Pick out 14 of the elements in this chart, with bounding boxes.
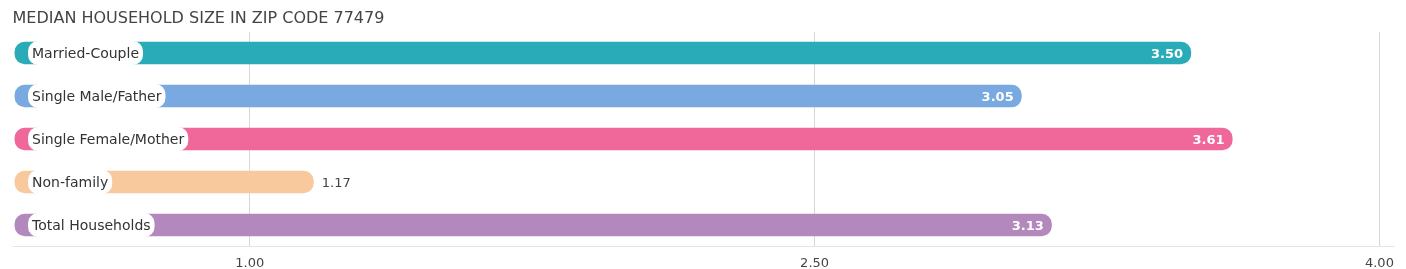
y-tick-label: Single Female/Mother	[32, 131, 185, 147]
y-tick-label: Single Male/Father	[32, 88, 162, 104]
x-tick-label: 2.50	[800, 254, 830, 269]
data-label: 1.17	[321, 174, 351, 190]
y-tick-label: Non-family	[32, 174, 109, 190]
chart-title: MEDIAN HOUSEHOLD SIZE IN ZIP CODE 77479	[12, 7, 385, 27]
y-tick-label: Total Households	[31, 217, 151, 233]
data-label: 3.13	[1011, 217, 1044, 233]
x-tick-label: 4.00	[1364, 254, 1394, 269]
data-label: 3.05	[981, 88, 1014, 104]
x-tick-label: 1.00	[235, 254, 265, 269]
y-tick-label: Married-Couple	[32, 45, 139, 61]
data-label: 3.50	[1151, 45, 1184, 61]
data-label: 3.61	[1192, 131, 1225, 147]
